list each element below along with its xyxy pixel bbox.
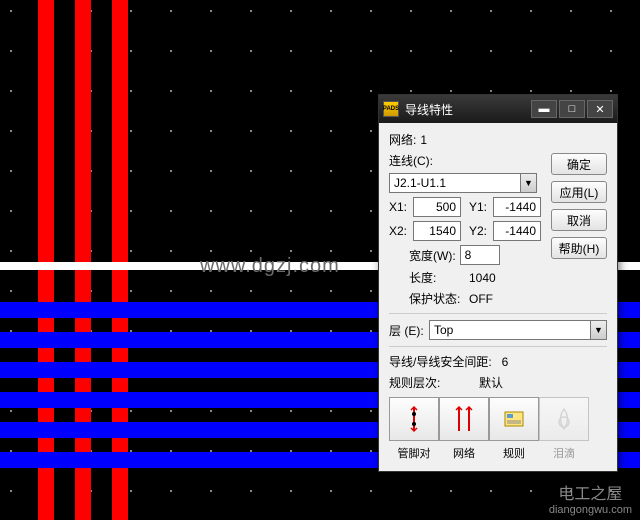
length-label: 长度: [409, 269, 465, 286]
teardrop-label: 泪滴 [539, 445, 589, 461]
vertical-trace[interactable] [38, 0, 54, 520]
help-button[interactable]: 帮助(H) [551, 237, 607, 259]
corner-watermark-url: diangongwu.com [549, 504, 632, 516]
vertical-trace[interactable] [75, 0, 91, 520]
minimize-button[interactable]: ▬ [531, 100, 557, 118]
clearance-label: 导线/导线安全间距: [389, 353, 492, 370]
y1-label: Y1: [469, 200, 489, 214]
pinpair-label: 管脚对 [389, 445, 439, 461]
length-value: 1040 [469, 271, 496, 285]
layer-value: Top [430, 323, 590, 337]
ok-button[interactable]: 确定 [551, 153, 607, 175]
titlebar[interactable]: PADS 导线特性 ▬ □ ✕ [379, 95, 617, 123]
clearance-value: 6 [502, 355, 509, 369]
pinpair-icon [399, 404, 429, 434]
chevron-down-icon[interactable]: ▼ [590, 321, 606, 339]
net-label: 网络: [389, 131, 416, 148]
close-button[interactable]: ✕ [587, 100, 613, 118]
separator [389, 346, 607, 347]
connection-value: J2.1-U1.1 [390, 176, 520, 190]
width-label: 宽度(W): [409, 247, 456, 264]
net-label-btn: 网络 [439, 445, 489, 461]
apply-button[interactable]: 应用(L) [551, 181, 607, 203]
app-icon: PADS [383, 101, 399, 117]
vertical-trace[interactable] [112, 0, 128, 520]
teardrop-button [539, 397, 589, 441]
width-input[interactable] [460, 245, 500, 265]
layer-label: 层 (E): [389, 322, 425, 339]
corner-watermark: 电工之屋 diangongwu.com [549, 480, 632, 516]
net-value: 1 [420, 133, 427, 147]
watermark-text: www.dgzj.com [200, 255, 340, 278]
net-icon [449, 404, 479, 434]
x1-input[interactable] [413, 197, 461, 217]
y1-input[interactable] [493, 197, 541, 217]
layer-combo[interactable]: Top ▼ [429, 320, 607, 340]
corner-watermark-title: 电工之屋 [549, 480, 632, 504]
dialog-title: 导线特性 [405, 101, 531, 118]
maximize-button[interactable]: □ [559, 100, 585, 118]
rules-button[interactable] [489, 397, 539, 441]
teardrop-icon [549, 404, 579, 434]
rulelevel-value: 默认 [479, 374, 503, 391]
connection-combo[interactable]: J2.1-U1.1 ▼ [389, 173, 537, 193]
connection-label: 连线(C): [389, 152, 433, 169]
x2-input[interactable] [413, 221, 461, 241]
separator [389, 313, 607, 314]
trace-properties-dialog: PADS 导线特性 ▬ □ ✕ 网络: 1 连线(C): J2.1-U1.1 ▼… [378, 94, 618, 472]
rules-label: 规则 [489, 445, 539, 461]
pinpair-button[interactable] [389, 397, 439, 441]
rules-icon [499, 404, 529, 434]
cancel-button[interactable]: 取消 [551, 209, 607, 231]
chevron-down-icon[interactable]: ▼ [520, 174, 536, 192]
y2-input[interactable] [493, 221, 541, 241]
protect-value: OFF [469, 292, 493, 306]
rulelevel-label: 规则层次: [389, 374, 445, 391]
net-button[interactable] [439, 397, 489, 441]
protect-label: 保护状态: [409, 290, 465, 307]
y2-label: Y2: [469, 224, 489, 238]
x2-label: X2: [389, 224, 409, 238]
x1-label: X1: [389, 200, 409, 214]
